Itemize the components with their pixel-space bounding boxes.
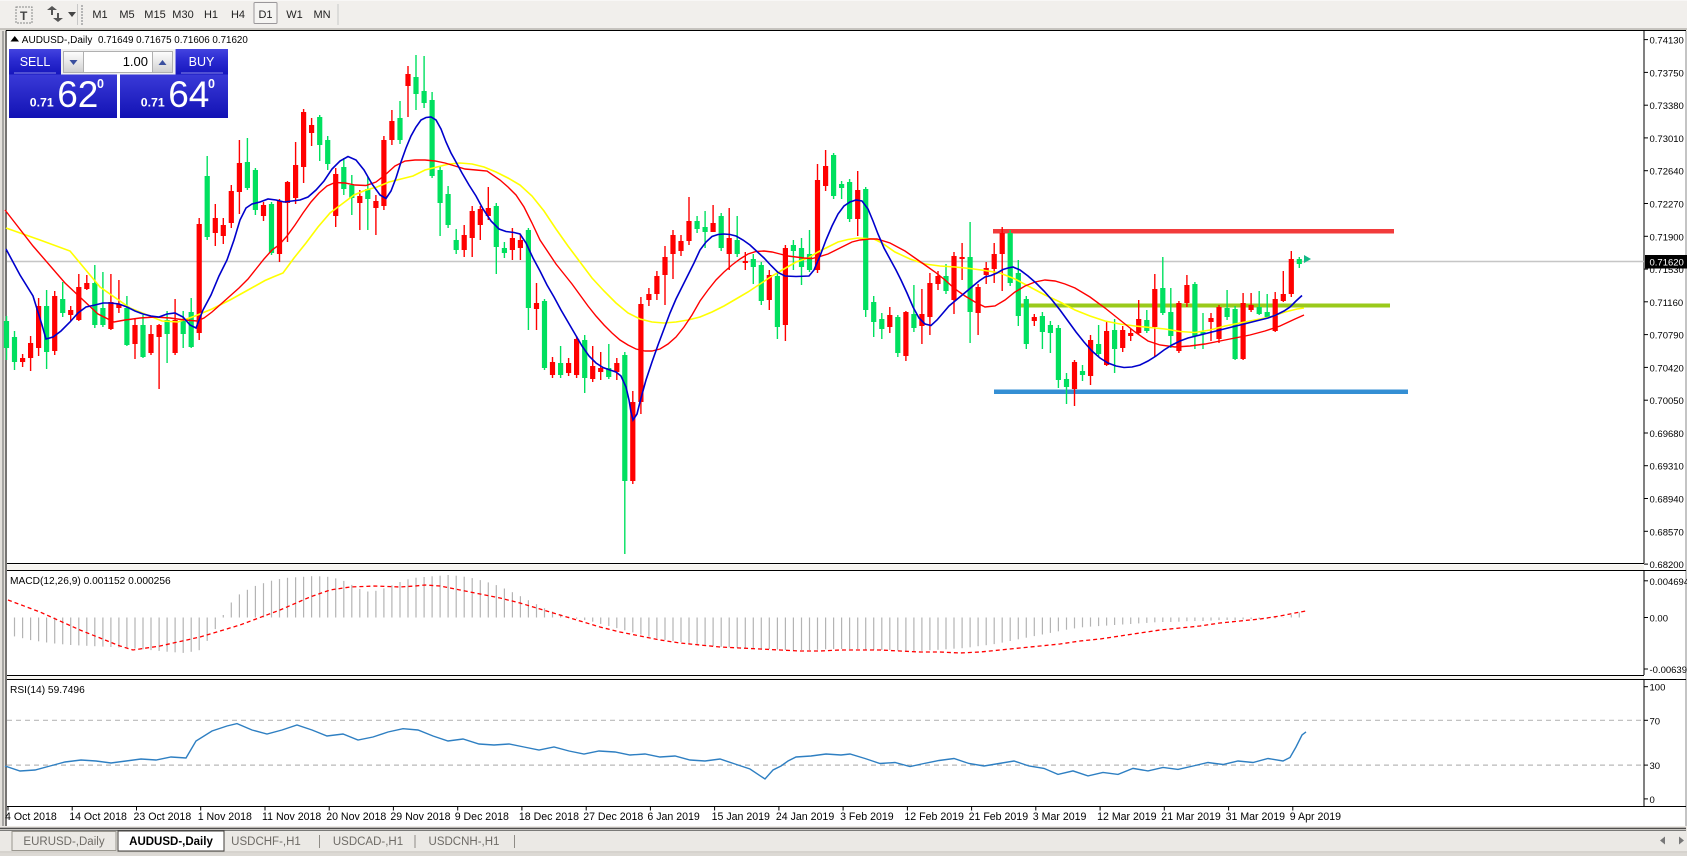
svg-text:0.71900: 0.71900: [1650, 232, 1684, 243]
svg-text:0.71: 0.71: [141, 95, 165, 109]
svg-text:0.70790: 0.70790: [1650, 331, 1684, 342]
svg-text:0.00: 0.00: [1650, 614, 1669, 625]
svg-text:SELL: SELL: [20, 55, 51, 69]
svg-text:23 Oct 2018: 23 Oct 2018: [134, 811, 192, 823]
svg-text:100: 100: [1650, 683, 1666, 694]
svg-text:3 Mar 2019: 3 Mar 2019: [1033, 811, 1087, 823]
svg-text:0.69680: 0.69680: [1650, 429, 1684, 440]
svg-text:0: 0: [208, 77, 215, 91]
svg-text:AUDUSD-,Daily: AUDUSD-,Daily: [22, 35, 93, 46]
svg-text:31 Mar 2019: 31 Mar 2019: [1226, 811, 1286, 823]
svg-text:RSI(14) 59.7496: RSI(14) 59.7496: [10, 685, 85, 696]
svg-text:0.004694: 0.004694: [1650, 577, 1687, 588]
svg-text:EURUSD-,Daily: EURUSD-,Daily: [23, 836, 104, 848]
svg-text:-0.00639: -0.00639: [1650, 665, 1687, 676]
svg-text:W1: W1: [286, 9, 303, 21]
svg-text:D1: D1: [258, 9, 272, 21]
svg-text:9 Apr 2019: 9 Apr 2019: [1290, 811, 1341, 823]
svg-text:0.73010: 0.73010: [1650, 134, 1684, 145]
svg-text:USDCHF-,H1: USDCHF-,H1: [231, 836, 301, 848]
svg-text:0: 0: [1650, 795, 1655, 806]
svg-text:29 Nov 2018: 29 Nov 2018: [390, 811, 450, 823]
svg-text:14 Oct 2018: 14 Oct 2018: [69, 811, 127, 823]
svg-text:0.69310: 0.69310: [1650, 462, 1684, 473]
svg-text:9 Dec 2018: 9 Dec 2018: [455, 811, 509, 823]
svg-text:12 Mar 2019: 12 Mar 2019: [1097, 811, 1157, 823]
svg-text:0: 0: [97, 77, 104, 91]
svg-text:0.68200: 0.68200: [1650, 560, 1684, 571]
svg-text:6 Jan 2019: 6 Jan 2019: [647, 811, 700, 823]
svg-text:1.00: 1.00: [123, 54, 148, 69]
svg-text:20 Nov 2018: 20 Nov 2018: [326, 811, 386, 823]
svg-text:0.68940: 0.68940: [1650, 495, 1684, 506]
svg-text:0.71: 0.71: [30, 95, 54, 109]
svg-text:T: T: [20, 9, 28, 23]
svg-text:H1: H1: [204, 9, 218, 21]
svg-text:AUDUSD-,Daily: AUDUSD-,Daily: [129, 836, 213, 848]
svg-text:4 Oct 2018: 4 Oct 2018: [5, 811, 57, 823]
svg-text:12 Feb 2019: 12 Feb 2019: [904, 811, 964, 823]
svg-text:11 Nov 2018: 11 Nov 2018: [262, 811, 321, 823]
svg-text:0.71620: 0.71620: [1650, 258, 1684, 269]
svg-text:30: 30: [1650, 761, 1661, 772]
svg-text:M5: M5: [119, 9, 134, 21]
svg-text:70: 70: [1650, 716, 1661, 727]
svg-text:USDCAD-,H1: USDCAD-,H1: [333, 836, 403, 848]
svg-text:BUY: BUY: [189, 55, 215, 69]
svg-text:1 Nov 2018: 1 Nov 2018: [198, 811, 252, 823]
svg-text:H4: H4: [231, 9, 245, 21]
svg-text:64: 64: [168, 74, 209, 115]
svg-text:0.72640: 0.72640: [1650, 167, 1684, 178]
svg-text:MN: MN: [313, 9, 330, 21]
svg-text:M30: M30: [172, 9, 193, 21]
svg-text:0.73380: 0.73380: [1650, 101, 1684, 112]
svg-text:24 Jan 2019: 24 Jan 2019: [776, 811, 834, 823]
svg-text:USDCNH-,H1: USDCNH-,H1: [429, 836, 500, 848]
svg-text:27 Dec 2018: 27 Dec 2018: [583, 811, 643, 823]
svg-text:0.71530: 0.71530: [1650, 265, 1684, 276]
svg-text:0.73750: 0.73750: [1650, 68, 1684, 79]
svg-text:M1: M1: [92, 9, 107, 21]
svg-text:21 Feb 2019: 21 Feb 2019: [969, 811, 1029, 823]
svg-text:0.74130: 0.74130: [1650, 36, 1684, 47]
svg-text:0.70420: 0.70420: [1650, 363, 1684, 374]
svg-text:62: 62: [57, 74, 98, 115]
svg-text:21 Mar 2019: 21 Mar 2019: [1161, 811, 1221, 823]
svg-text:0.70050: 0.70050: [1650, 396, 1684, 407]
svg-text:15 Jan 2019: 15 Jan 2019: [712, 811, 770, 823]
svg-text:3 Feb 2019: 3 Feb 2019: [840, 811, 894, 823]
svg-text:M15: M15: [144, 9, 165, 21]
svg-text:MACD(12,26,9) 0.001152 0.00025: MACD(12,26,9) 0.001152 0.000256: [10, 576, 171, 587]
svg-text:0.68570: 0.68570: [1650, 527, 1684, 538]
svg-text:0.71649 0.71675 0.71606 0.7162: 0.71649 0.71675 0.71606 0.71620: [98, 35, 248, 46]
svg-text:18 Dec 2018: 18 Dec 2018: [519, 811, 579, 823]
svg-text:0.71160: 0.71160: [1650, 298, 1684, 309]
svg-text:0.72270: 0.72270: [1650, 200, 1684, 211]
